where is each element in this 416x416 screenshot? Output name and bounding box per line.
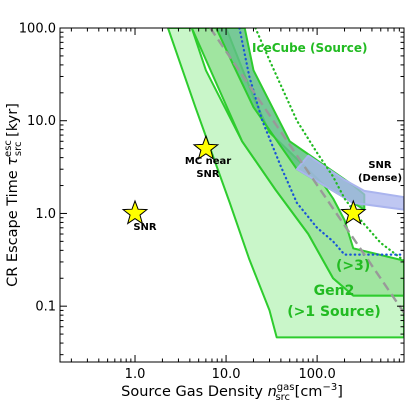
- annotation-mc-near: MC near: [185, 156, 231, 167]
- line-grey-dashed: [209, 28, 404, 314]
- y-tick-label: 10.0: [27, 114, 56, 129]
- annotation-snr: SNR: [368, 160, 392, 171]
- x-axis-title: Source Gas Density ngas src [cm−3]: [121, 382, 343, 403]
- annotation-snr: SNR: [133, 222, 157, 233]
- annotation-icecube-source: IceCube (Source): [252, 41, 368, 55]
- lines-layer: [209, 28, 404, 314]
- tick-labels-layer: 1.0 10.0 100.0 0.1 1.0 10.0 100.0: [19, 22, 336, 383]
- star-marker-snr: [121, 199, 149, 225]
- y-axis-title: CR Escape Time τescsrc [kyr]: [3, 103, 24, 287]
- region-snr-dense-band: [295, 154, 404, 211]
- plot-frame: [59, 27, 405, 363]
- x-tick-label: 1.0: [125, 367, 146, 382]
- y-tick-label: 1.0: [35, 207, 56, 222]
- star-marker-mc-near-snr: [192, 134, 220, 160]
- x-tick-label: 10.0: [212, 367, 241, 382]
- markers-layer: [121, 134, 367, 225]
- y-tick-label: 100.0: [19, 22, 56, 37]
- annotation-snr: SNR: [196, 169, 220, 180]
- ticks-layer: [60, 27, 405, 362]
- line-blue-dotted: [238, 28, 404, 256]
- annotation-1-source: (>1 Source): [287, 304, 381, 320]
- annotation-3: (>3): [336, 258, 370, 274]
- x-tick-label: 100.0: [299, 367, 336, 382]
- regions-layer: [167, 28, 404, 339]
- annotation-dense: (Dense): [358, 173, 402, 184]
- star-marker-snr-dense: [340, 199, 367, 225]
- annotations-layer: IceCube (Source) SNR MC near SNR SNR (Dense) (…: [133, 41, 402, 320]
- y-tick-label: 0.1: [35, 300, 56, 315]
- annotation-gen2: Gen2: [314, 283, 355, 299]
